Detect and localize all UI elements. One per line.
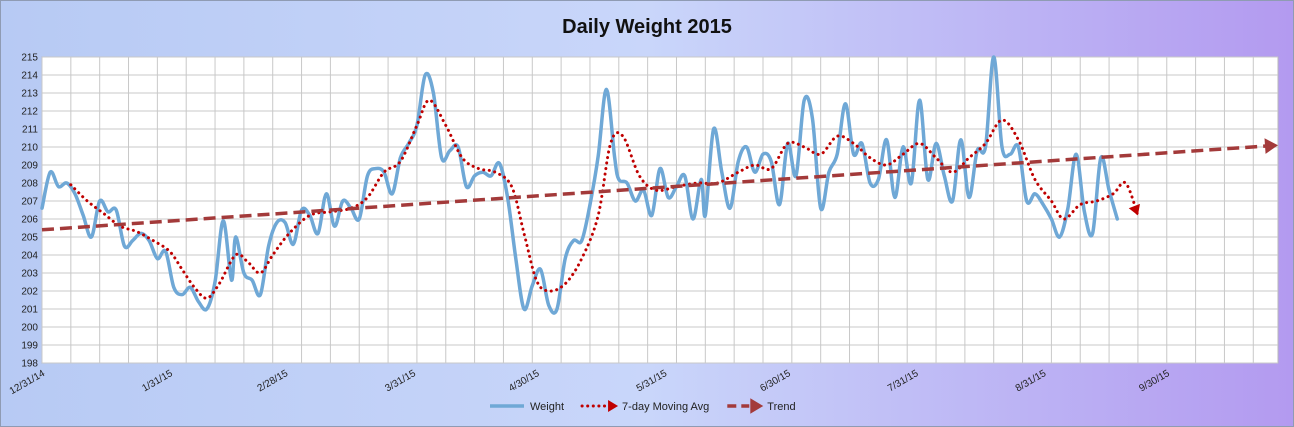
y-tick-label: 207 xyxy=(21,197,38,208)
legend-label: Trend xyxy=(767,401,795,413)
y-tick-label: 208 xyxy=(21,179,38,190)
series-trend-line xyxy=(41,144,1269,232)
trend-arrowhead xyxy=(1264,138,1278,154)
y-tick-label: 215 xyxy=(21,53,38,64)
x-tick-label: 7/31/15 xyxy=(886,368,921,394)
y-tick-label: 214 xyxy=(21,71,38,82)
x-tick-label: 6/30/15 xyxy=(758,368,793,394)
series-7-day-moving-avg-line xyxy=(69,98,1140,300)
plot-area xyxy=(41,56,1279,364)
x-tick-label: 4/30/15 xyxy=(507,368,542,394)
legend-label: Weight xyxy=(530,401,564,413)
y-tick-label: 200 xyxy=(21,323,38,334)
x-tick-label: 9/30/15 xyxy=(1137,368,1172,394)
x-tick-label: 2/28/15 xyxy=(256,368,291,394)
x-tick-label: 1/31/15 xyxy=(140,368,175,394)
x-tick-label: 12/31/14 xyxy=(8,368,48,397)
chart-title: Daily Weight 2015 xyxy=(562,16,732,38)
legend-label: 7-day Moving Avg xyxy=(622,401,709,413)
x-tick-label: 5/31/15 xyxy=(635,368,670,394)
y-tick-label: 210 xyxy=(21,143,38,154)
y-tick-label: 203 xyxy=(21,269,38,280)
y-tick-label: 199 xyxy=(21,341,38,352)
y-tick-label: 205 xyxy=(21,233,38,244)
y-tick-label: 198 xyxy=(21,359,38,370)
grid-lines xyxy=(41,56,1278,364)
x-axis-ticks: 12/31/14 1/31/15 2/28/15 3/31/15 4/30/15 5/31… xyxy=(8,368,1172,397)
series-weight-line xyxy=(40,55,1120,315)
y-tick-label: 212 xyxy=(21,107,38,118)
y-tick-label: 213 xyxy=(21,89,38,100)
y-tick-label: 201 xyxy=(21,305,38,316)
x-tick-label: 8/31/15 xyxy=(1014,368,1049,394)
y-tick-label: 211 xyxy=(22,125,38,136)
y-tick-label: 206 xyxy=(21,215,38,226)
y-axis-ticks: 198 199 200 201 202 203 204 205 206 207 208 209 210 2… xyxy=(21,53,38,370)
legend-arrowhead xyxy=(750,398,764,414)
legend: Weight 7-day Moving Avg Trend xyxy=(490,398,796,414)
y-tick-label: 204 xyxy=(21,251,38,262)
y-tick-label: 202 xyxy=(21,287,38,298)
y-tick-label: 209 xyxy=(21,161,38,172)
moving-avg-arrowhead xyxy=(1128,203,1140,216)
x-tick-label: 3/31/15 xyxy=(383,368,418,394)
series-layer xyxy=(40,55,1278,315)
legend-arrowhead xyxy=(608,400,619,412)
